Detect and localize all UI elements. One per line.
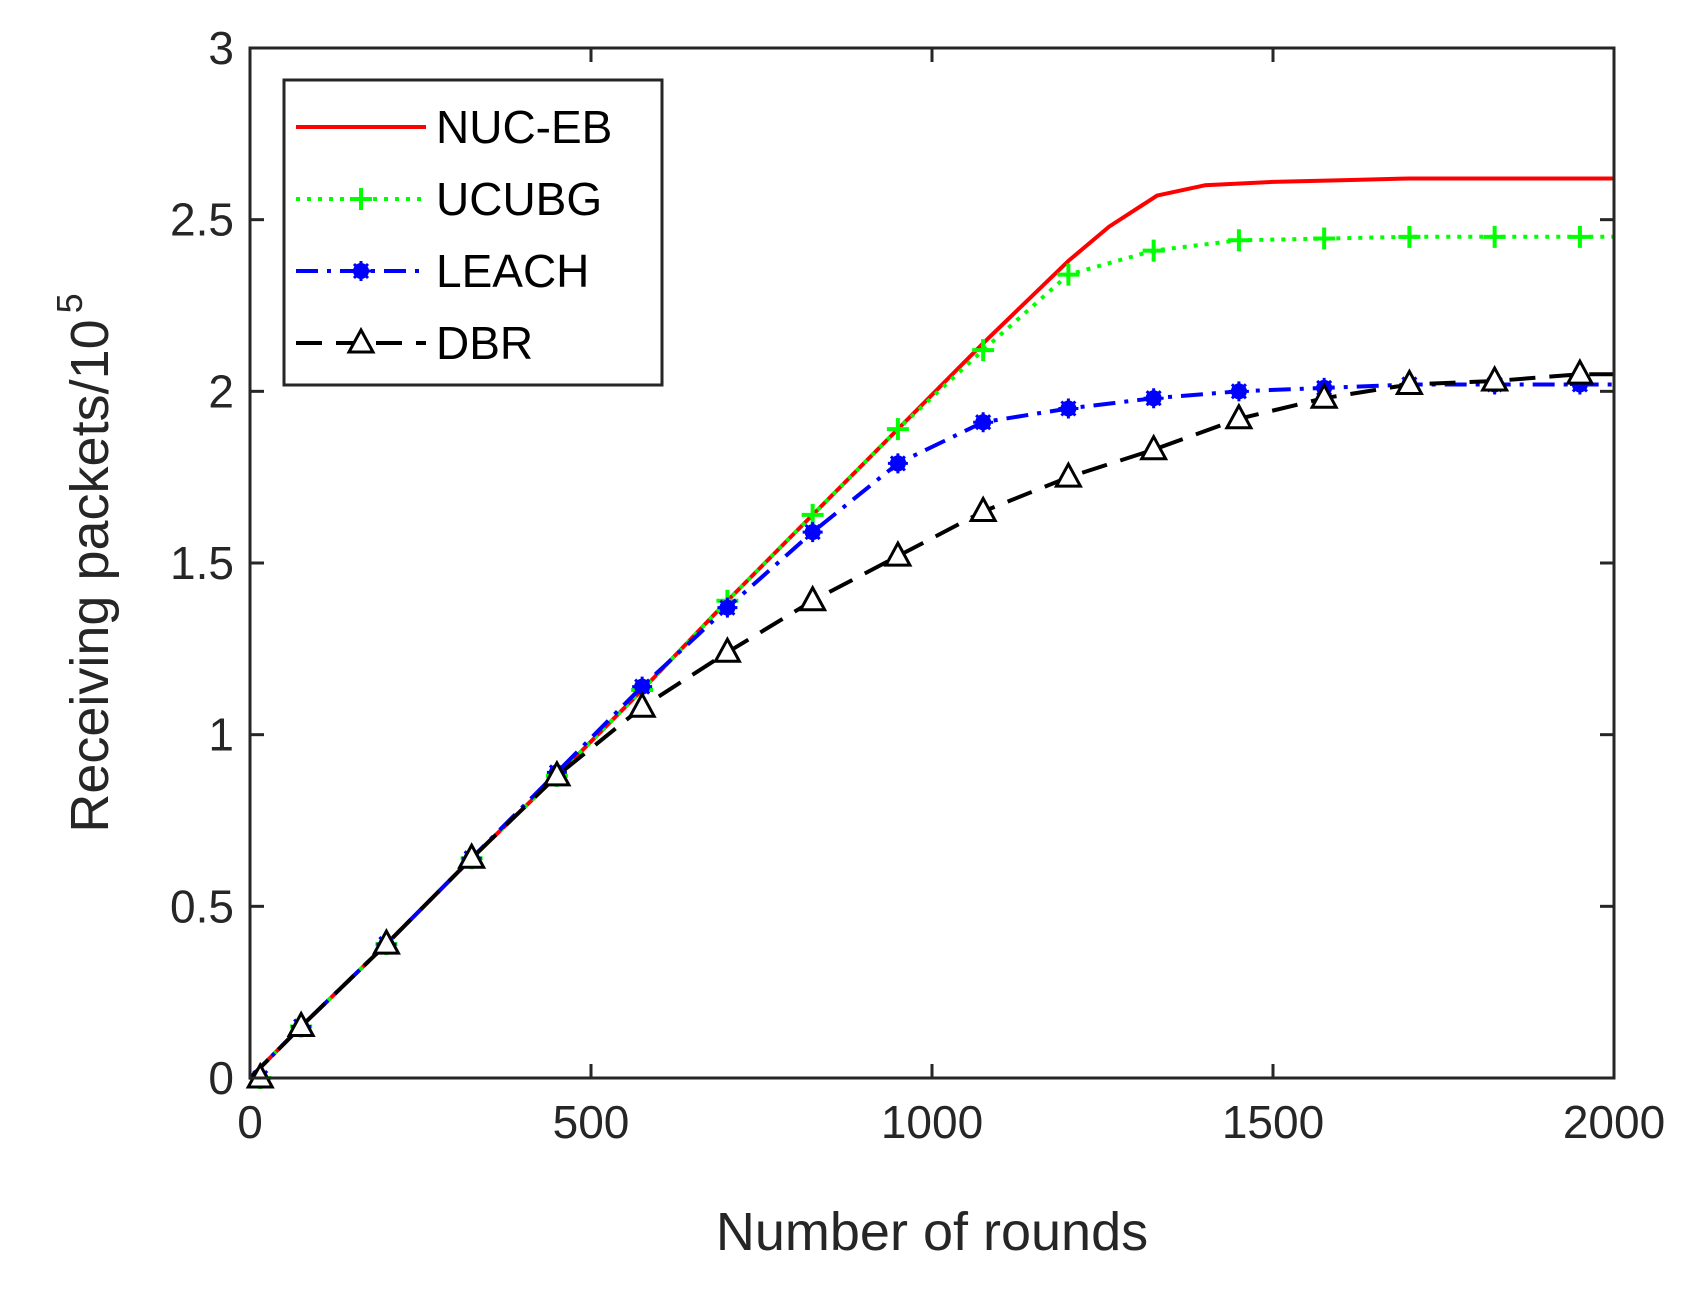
legend-label: LEACH (436, 245, 589, 297)
y-tick-label: 2.5 (170, 194, 234, 246)
data-point (973, 412, 994, 433)
data-point (798, 584, 828, 612)
legend-entry: DBR (296, 317, 533, 369)
legend-box (282, 78, 664, 387)
marker-rays (351, 261, 371, 281)
marker-rays (973, 412, 994, 433)
data-point (1053, 461, 1083, 488)
y-tick-label: 3 (208, 22, 234, 74)
data-point (968, 495, 998, 522)
data-point (245, 1061, 275, 1089)
data-point (886, 418, 909, 441)
data-point (457, 842, 487, 869)
y-axis-title: Receiving packets/10 5 (49, 293, 120, 832)
marker-rays (1143, 388, 1164, 409)
data-point (542, 759, 572, 787)
data-point (1313, 227, 1336, 250)
legend-entry: NUC-EB (296, 101, 612, 153)
data-point (887, 453, 908, 474)
y-tick-label: 1.5 (170, 537, 234, 589)
legend-marker (346, 326, 376, 354)
y-tick-label: 0.5 (170, 880, 234, 932)
data-point (1309, 382, 1339, 409)
data-point (1139, 433, 1169, 461)
legend-marker (350, 188, 372, 210)
data-point (1565, 358, 1595, 385)
legend: NUC-EB UCUBG LEACH DBR (282, 78, 664, 387)
marker-rays (632, 676, 653, 697)
x-axis-title: Number of rounds (716, 1202, 1148, 1262)
data-point (632, 676, 653, 697)
data-point (371, 927, 401, 955)
legend-label: DBR (436, 317, 533, 369)
x-tick-label: 1500 (1222, 1096, 1324, 1148)
data-point (1224, 402, 1254, 430)
data-point (972, 339, 995, 362)
marker-rays (1228, 381, 1249, 402)
data-point (1142, 239, 1165, 262)
series-line (248, 382, 1614, 1080)
y-tick-label: 1 (208, 709, 234, 761)
ticks-layer: 0 500 1000 1500 2000 0 0.5 1 1.5 2 2.5 3 (170, 22, 1665, 1148)
legend-label: UCUBG (436, 173, 602, 225)
series-line (248, 372, 1614, 1080)
data-point (712, 636, 742, 663)
legend-label: NUC-EB (436, 101, 612, 153)
data-point (1058, 398, 1079, 419)
data-point (1398, 225, 1421, 248)
marker-rays (802, 522, 823, 543)
y-axis-title-base: Receiving packets/10 (60, 319, 120, 832)
x-tick-label: 0 (237, 1096, 263, 1148)
data-point (286, 1010, 316, 1037)
data-point (802, 522, 823, 543)
y-tick-label: 2 (208, 365, 234, 417)
data-point (1228, 381, 1249, 402)
data-point (1394, 368, 1424, 395)
data-point (1057, 263, 1080, 286)
data-point (1143, 388, 1164, 409)
legend-marker (351, 261, 371, 281)
data-point (1227, 229, 1250, 252)
x-tick-label: 1000 (881, 1096, 983, 1148)
data-point (717, 597, 738, 618)
marker-rays (1058, 398, 1079, 419)
x-tick-label: 500 (553, 1096, 630, 1148)
x-tick-label: 2000 (1563, 1096, 1665, 1148)
data-point (1480, 364, 1510, 392)
legend-entry: UCUBG (296, 173, 602, 225)
marker-rays (887, 453, 908, 474)
data-point (1568, 225, 1591, 248)
y-tick-label: 0 (208, 1052, 234, 1104)
data-point (627, 691, 657, 718)
series-layer (245, 176, 1614, 1089)
legend-entry: LEACH (296, 245, 589, 297)
marker-rays (717, 597, 738, 618)
series-dbr (245, 358, 1614, 1089)
y-axis-title-exponent: 5 (49, 293, 90, 313)
data-point (1483, 225, 1506, 248)
data-point (883, 540, 913, 567)
